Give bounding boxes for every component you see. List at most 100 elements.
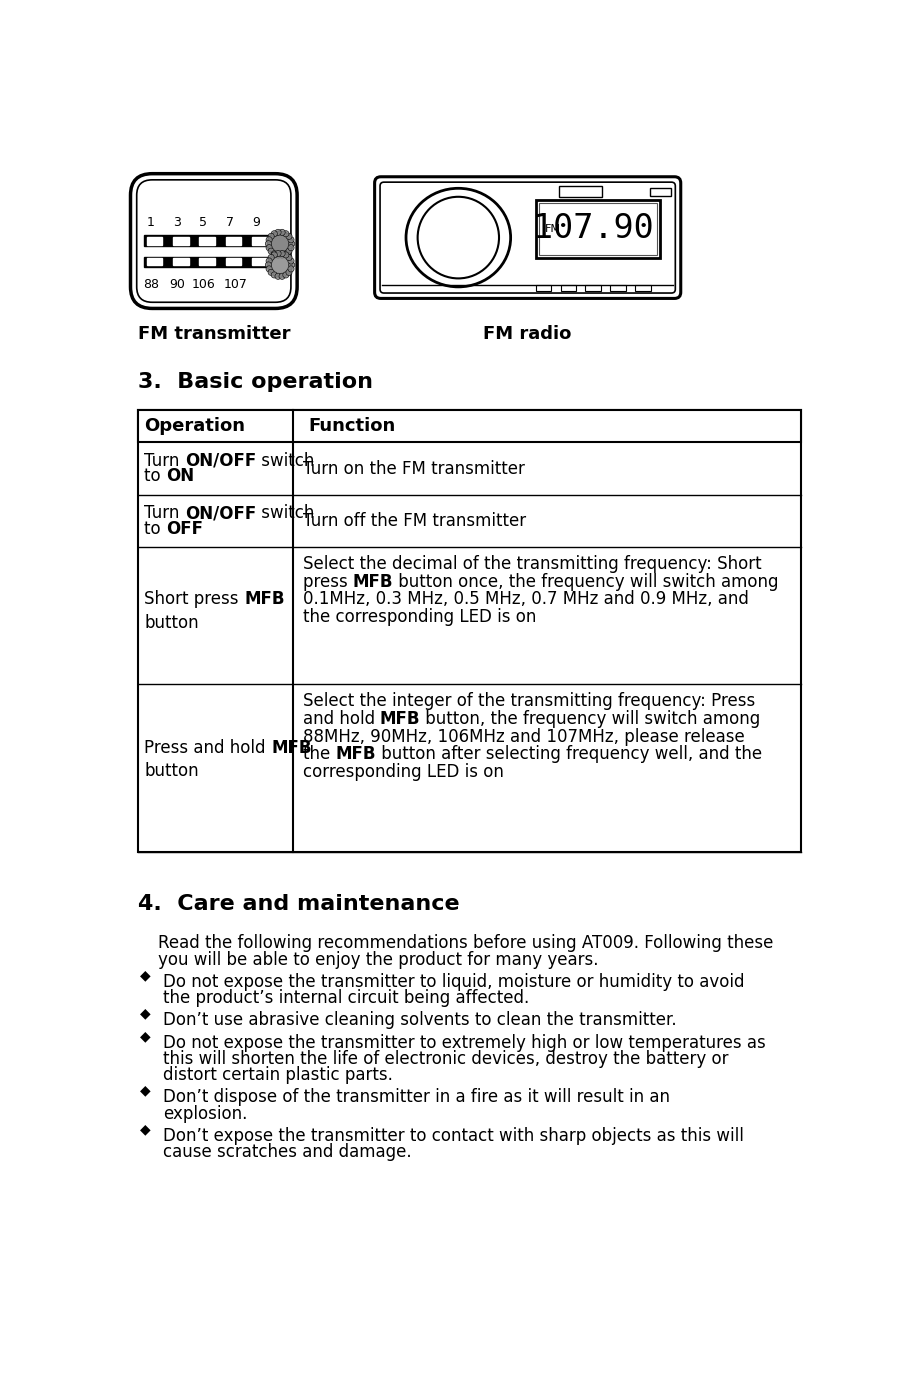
Text: MFB: MFB (335, 745, 375, 764)
Circle shape (267, 232, 292, 255)
Bar (535, 200, 659, 258)
Circle shape (267, 232, 292, 255)
Text: Turn: Turn (144, 452, 185, 469)
Text: Select the decimal of the transmitting frequency: Short: Select the decimal of the transmitting f… (302, 556, 760, 574)
Text: ◆: ◆ (140, 1007, 151, 1020)
Text: FM: FM (545, 223, 561, 233)
Circle shape (289, 262, 294, 268)
Bar (584, 285, 600, 290)
Text: ◆: ◆ (140, 1122, 151, 1136)
Text: Do not expose the transmitter to liquid, moisture or humidity to avoid: Do not expose the transmitter to liquid,… (163, 973, 743, 991)
Circle shape (267, 248, 274, 254)
Bar (225, 237, 241, 244)
Circle shape (265, 262, 271, 268)
Bar (225, 258, 241, 265)
Text: Do not expose the transmitter to extremely high or low temperatures as: Do not expose the transmitter to extreme… (163, 1034, 765, 1051)
Bar (634, 285, 650, 290)
Circle shape (267, 232, 292, 255)
Circle shape (275, 253, 281, 258)
Text: 4.  Care and maintenance: 4. Care and maintenance (138, 895, 460, 914)
Bar (539, 202, 656, 254)
Text: 107: 107 (223, 278, 247, 292)
Text: 1: 1 (146, 216, 154, 229)
Circle shape (286, 269, 291, 275)
Text: explosion.: explosion. (163, 1104, 247, 1122)
Bar (252, 237, 267, 244)
Text: 0.1MHz, 0.3 MHz, 0.5 MHz, 0.7 MHz and 0.9 MHz, and: 0.1MHz, 0.3 MHz, 0.5 MHz, 0.7 MHz and 0.… (302, 591, 748, 609)
Text: to: to (144, 468, 166, 486)
Circle shape (286, 254, 291, 261)
Text: FM radio: FM radio (483, 325, 572, 343)
Bar (649, 188, 671, 195)
Text: 3: 3 (173, 216, 181, 229)
Circle shape (278, 229, 285, 236)
Circle shape (282, 272, 289, 278)
Bar (199, 237, 215, 244)
Circle shape (266, 258, 272, 264)
Text: MFB: MFB (271, 738, 312, 757)
Text: Don’t dispose of the transmitter in a fire as it will result in an: Don’t dispose of the transmitter in a fi… (163, 1089, 669, 1107)
Circle shape (278, 274, 285, 279)
Circle shape (282, 251, 289, 257)
Ellipse shape (417, 197, 498, 278)
Text: 88: 88 (142, 278, 158, 292)
Circle shape (266, 237, 272, 243)
Text: Don’t expose the transmitter to contact with sharp objects as this will: Don’t expose the transmitter to contact … (163, 1127, 743, 1145)
Bar (173, 258, 188, 265)
Text: cause scratches and damage.: cause scratches and damage. (163, 1143, 411, 1161)
Circle shape (267, 269, 274, 275)
Text: 9: 9 (252, 216, 260, 229)
Circle shape (278, 250, 285, 257)
Circle shape (282, 251, 289, 258)
Text: button: button (144, 762, 199, 780)
Text: ◆: ◆ (140, 969, 151, 983)
Text: Select the integer of the transmitting frequency: Press: Select the integer of the transmitting f… (302, 692, 754, 711)
Circle shape (267, 232, 292, 255)
Text: the corresponding LED is on: the corresponding LED is on (302, 609, 536, 627)
Circle shape (265, 240, 271, 247)
Bar (609, 285, 625, 290)
Text: MFB: MFB (380, 709, 420, 727)
Bar (147, 258, 162, 265)
Circle shape (288, 237, 294, 243)
Bar (199, 258, 215, 265)
Text: FM transmitter: FM transmitter (138, 325, 289, 343)
Circle shape (267, 232, 292, 255)
Circle shape (267, 232, 292, 255)
Circle shape (275, 229, 281, 236)
Text: button: button (144, 613, 199, 631)
Circle shape (267, 232, 292, 255)
Text: Don’t use abrasive cleaning solvents to clean the transmitter.: Don’t use abrasive cleaning solvents to … (163, 1012, 676, 1029)
Circle shape (271, 230, 277, 237)
Text: button after selecting frequency well, and the: button after selecting frequency well, a… (375, 745, 761, 764)
Text: you will be able to enjoy the product for many years.: you will be able to enjoy the product fo… (157, 952, 597, 969)
Text: Read the following recommendations before using AT009. Following these: Read the following recommendations befor… (157, 934, 772, 952)
Text: 106: 106 (191, 278, 215, 292)
FancyBboxPatch shape (380, 181, 675, 293)
Text: Turn on the FM transmitter: Turn on the FM transmitter (302, 459, 524, 477)
Circle shape (286, 233, 291, 239)
Circle shape (288, 265, 294, 272)
Text: switch: switch (256, 452, 314, 469)
Text: the: the (302, 745, 335, 764)
Text: corresponding LED is on: corresponding LED is on (302, 764, 503, 780)
Text: 5: 5 (199, 216, 207, 229)
Ellipse shape (405, 188, 510, 286)
Text: this will shorten the life of electronic devices, destroy the battery or: this will shorten the life of electronic… (163, 1050, 728, 1068)
Circle shape (271, 251, 277, 257)
FancyBboxPatch shape (374, 177, 680, 299)
Circle shape (267, 254, 274, 261)
Circle shape (275, 274, 281, 279)
Circle shape (267, 232, 292, 255)
Text: MFB: MFB (244, 591, 284, 609)
Text: ◆: ◆ (140, 1083, 151, 1097)
Bar (252, 258, 267, 265)
Text: switch: switch (256, 504, 314, 522)
Text: MFB: MFB (352, 572, 392, 591)
Bar (173, 237, 188, 244)
Circle shape (267, 232, 292, 255)
Text: ◆: ◆ (140, 1029, 151, 1043)
Text: Function: Function (309, 417, 395, 436)
Text: 90: 90 (169, 278, 185, 292)
Text: Press and hold: Press and hold (144, 738, 271, 757)
